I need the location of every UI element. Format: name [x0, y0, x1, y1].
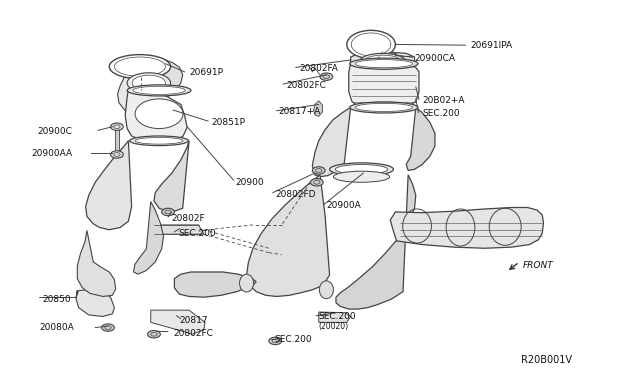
Text: 20817: 20817 — [179, 316, 208, 325]
Polygon shape — [406, 108, 435, 170]
Text: SEC.200: SEC.200 — [274, 335, 312, 344]
Polygon shape — [115, 129, 119, 151]
Polygon shape — [151, 310, 205, 334]
Polygon shape — [246, 175, 330, 296]
Circle shape — [347, 31, 396, 58]
Polygon shape — [118, 72, 166, 119]
Polygon shape — [154, 141, 189, 211]
Ellipse shape — [330, 163, 394, 176]
Circle shape — [148, 331, 161, 338]
Polygon shape — [154, 225, 204, 234]
Text: SEC.200: SEC.200 — [178, 228, 216, 238]
Text: 20802FA: 20802FA — [300, 64, 339, 73]
Text: 20900: 20900 — [236, 178, 264, 187]
Polygon shape — [351, 52, 415, 70]
Polygon shape — [174, 272, 256, 297]
Circle shape — [351, 33, 391, 56]
Polygon shape — [77, 231, 116, 296]
Text: 20851P: 20851P — [211, 118, 245, 127]
Polygon shape — [336, 175, 416, 309]
Text: 20080A: 20080A — [39, 323, 74, 332]
Text: 20802FD: 20802FD — [275, 190, 316, 199]
Text: 20802FC: 20802FC — [173, 328, 213, 338]
Circle shape — [111, 123, 124, 131]
Ellipse shape — [355, 103, 413, 112]
Circle shape — [320, 73, 333, 80]
Circle shape — [162, 208, 174, 216]
Text: 20802FC: 20802FC — [287, 81, 326, 90]
Ellipse shape — [335, 164, 388, 174]
Ellipse shape — [133, 86, 185, 94]
Ellipse shape — [127, 73, 171, 93]
Circle shape — [269, 337, 282, 344]
Polygon shape — [319, 312, 351, 323]
Ellipse shape — [115, 57, 166, 76]
Text: 20850: 20850 — [42, 295, 71, 304]
Circle shape — [387, 52, 397, 58]
Circle shape — [111, 151, 124, 158]
Text: SEC.200: SEC.200 — [422, 109, 460, 118]
Text: 20900AA: 20900AA — [31, 149, 72, 158]
Ellipse shape — [349, 58, 418, 69]
Circle shape — [312, 167, 325, 174]
Text: 20802F: 20802F — [172, 214, 205, 223]
Ellipse shape — [239, 274, 253, 292]
Text: R20B001V: R20B001V — [521, 355, 572, 365]
Polygon shape — [125, 90, 187, 141]
Text: 20691P: 20691P — [189, 68, 223, 77]
Polygon shape — [312, 108, 351, 177]
Ellipse shape — [360, 53, 405, 68]
Ellipse shape — [349, 102, 418, 113]
Ellipse shape — [132, 75, 166, 91]
Polygon shape — [349, 63, 419, 110]
Polygon shape — [134, 202, 164, 274]
Ellipse shape — [365, 55, 400, 66]
Ellipse shape — [333, 171, 390, 182]
Ellipse shape — [135, 137, 183, 144]
Ellipse shape — [135, 99, 183, 129]
Circle shape — [102, 324, 115, 331]
Text: 20900A: 20900A — [326, 201, 361, 210]
Text: 20B02+A: 20B02+A — [422, 96, 465, 105]
Circle shape — [310, 179, 323, 186]
Text: SEC.200: SEC.200 — [319, 312, 356, 321]
Text: 20900C: 20900C — [38, 126, 72, 136]
Ellipse shape — [130, 136, 188, 145]
Ellipse shape — [127, 85, 191, 96]
Ellipse shape — [109, 55, 171, 79]
Ellipse shape — [319, 281, 333, 299]
Text: FRONT: FRONT — [523, 261, 554, 270]
Polygon shape — [154, 60, 182, 100]
Ellipse shape — [355, 60, 413, 68]
Text: 20900CA: 20900CA — [415, 54, 456, 62]
Polygon shape — [86, 141, 132, 230]
Text: (20020): (20020) — [319, 322, 349, 331]
Polygon shape — [76, 290, 115, 317]
Text: 20691IPA: 20691IPA — [470, 41, 512, 51]
Polygon shape — [390, 208, 543, 248]
Polygon shape — [314, 101, 323, 116]
Text: 20817+A: 20817+A — [278, 108, 321, 116]
